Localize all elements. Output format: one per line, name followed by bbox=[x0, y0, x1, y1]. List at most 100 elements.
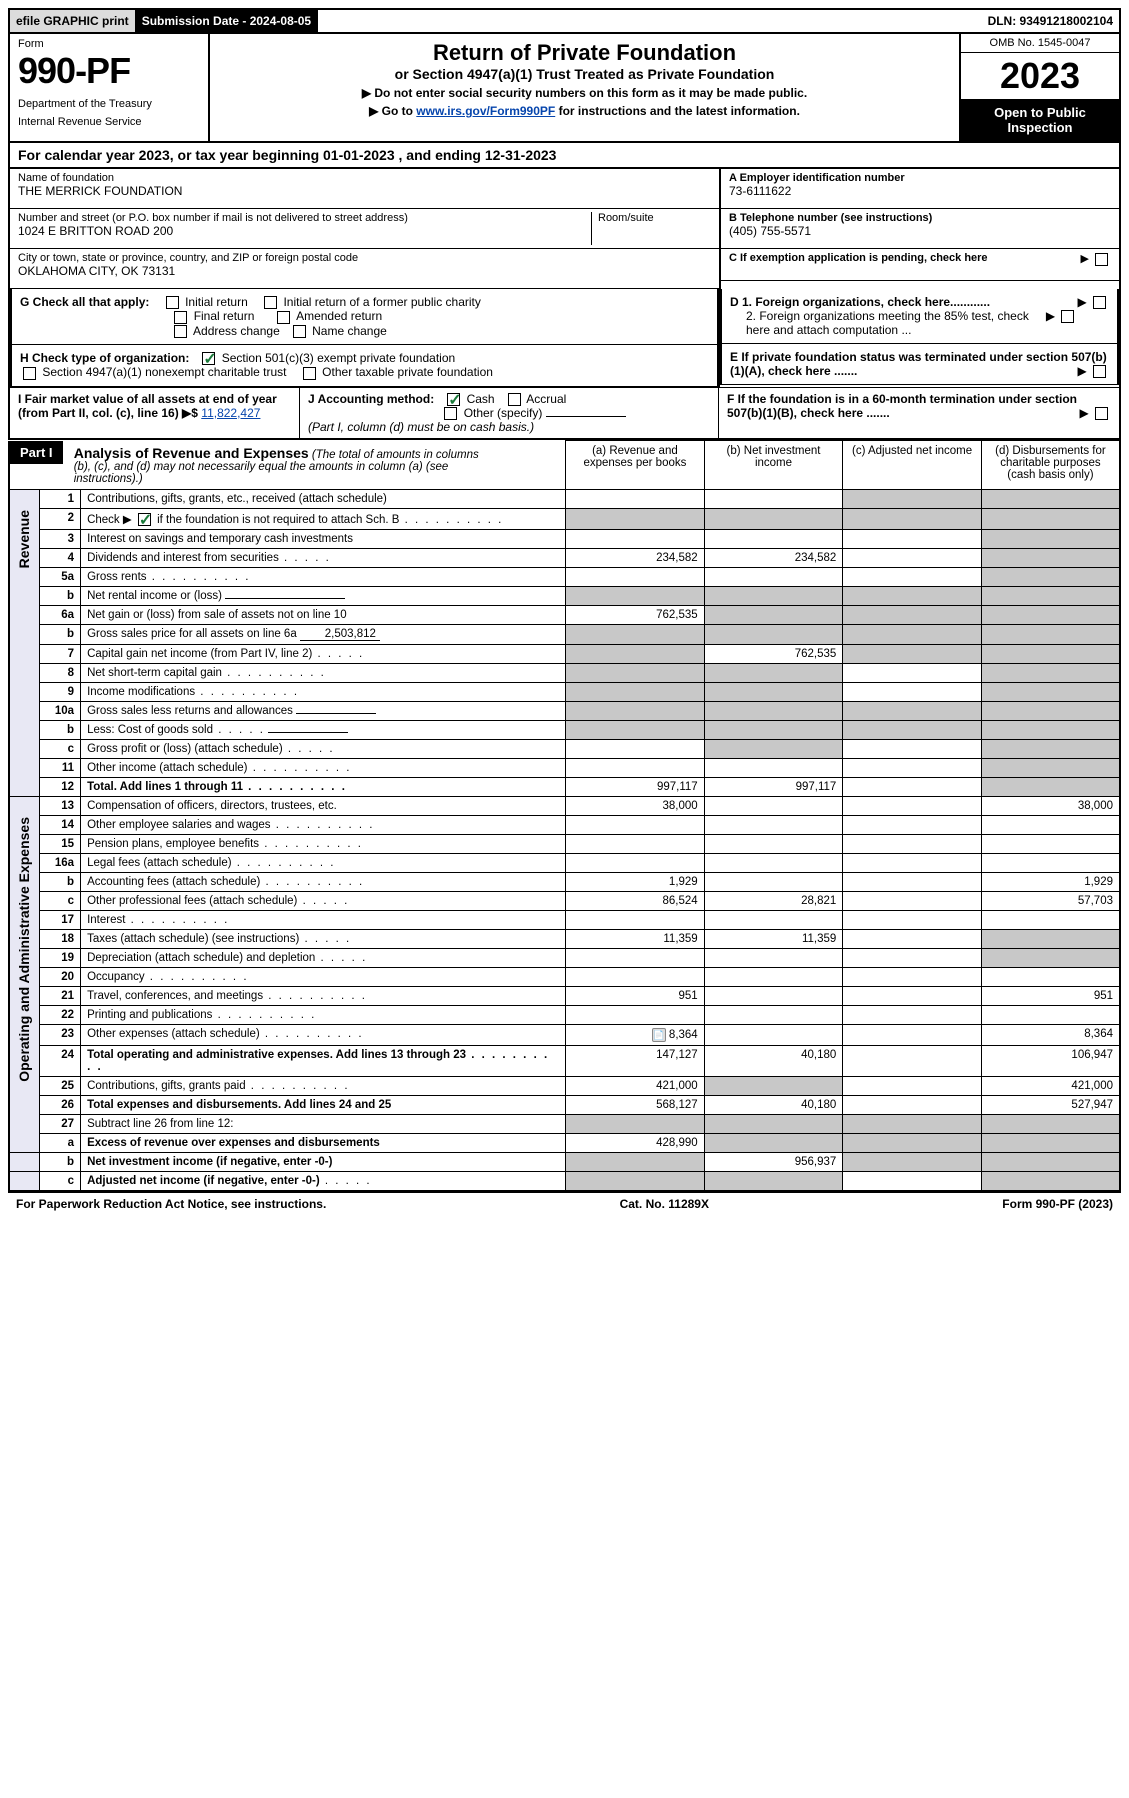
g-opt-2: Final return bbox=[194, 309, 255, 323]
d2-checkbox[interactable] bbox=[1061, 310, 1074, 323]
addr-label: Number and street (or P.O. box number if… bbox=[18, 212, 591, 224]
l23-a: 8,364 bbox=[669, 1029, 698, 1041]
calendar-year-line: For calendar year 2023, or tax year begi… bbox=[8, 143, 1121, 169]
h-opt-2: Section 4947(a)(1) nonexempt charitable … bbox=[42, 365, 286, 379]
table-row: 7Capital gain net income (from Part IV, … bbox=[9, 645, 1120, 664]
l27a-a: 428,990 bbox=[566, 1134, 705, 1153]
l16c-d: 57,703 bbox=[981, 892, 1120, 911]
other-taxable-checkbox[interactable] bbox=[303, 367, 316, 380]
i-section: I Fair market value of all assets at end… bbox=[10, 388, 300, 439]
l21-d: 951 bbox=[981, 987, 1120, 1006]
table-row: 9Income modifications bbox=[9, 683, 1120, 702]
form-title-block: Return of Private Foundation or Section … bbox=[210, 34, 959, 141]
line-1: Contributions, gifts, grants, etc., rece… bbox=[81, 489, 566, 508]
table-row: 19Depreciation (attach schedule) and dep… bbox=[9, 949, 1120, 968]
amended-return-checkbox[interactable] bbox=[277, 311, 290, 324]
form-title: Return of Private Foundation bbox=[216, 40, 953, 66]
ein-cell: A Employer identification number 73-6111… bbox=[721, 169, 1119, 209]
g-opt-1: Initial return of a former public charit… bbox=[283, 295, 480, 309]
line-5b: Net rental income or (loss) bbox=[81, 587, 566, 606]
detail-icon[interactable]: 📄 bbox=[652, 1028, 666, 1042]
table-row: bLess: Cost of goods sold bbox=[9, 721, 1120, 740]
line-5a: Gross rents bbox=[81, 568, 566, 587]
efile-print-button[interactable]: efile GRAPHIC print bbox=[10, 10, 136, 32]
submission-date: Submission Date - 2024-08-05 bbox=[136, 10, 318, 32]
g-label: G Check all that apply: bbox=[20, 295, 149, 309]
line-11: Other income (attach schedule) bbox=[81, 759, 566, 778]
table-row: 10aGross sales less returns and allowanc… bbox=[9, 702, 1120, 721]
c-checkbox[interactable] bbox=[1095, 253, 1108, 266]
4947a1-checkbox[interactable] bbox=[23, 367, 36, 380]
line-27: Subtract line 26 from line 12: bbox=[81, 1115, 566, 1134]
501c3-checkbox[interactable] bbox=[202, 352, 215, 365]
line-8: Net short-term capital gain bbox=[81, 664, 566, 683]
l16c-a: 86,524 bbox=[566, 892, 705, 911]
l21-a: 951 bbox=[566, 987, 705, 1006]
cat-number: Cat. No. 11289X bbox=[620, 1197, 709, 1211]
table-row: 4Dividends and interest from securities2… bbox=[9, 549, 1120, 568]
l24-b: 40,180 bbox=[704, 1046, 843, 1077]
table-row: 5aGross rents bbox=[9, 568, 1120, 587]
form-header: Form 990-PF Department of the Treasury I… bbox=[8, 34, 1121, 143]
cash-checkbox[interactable] bbox=[447, 393, 460, 406]
table-row: cOther professional fees (attach schedul… bbox=[9, 892, 1120, 911]
line-27a: Excess of revenue over expenses and disb… bbox=[81, 1134, 566, 1153]
g-opt-3: Amended return bbox=[296, 309, 382, 323]
table-row: 22Printing and publications bbox=[9, 1006, 1120, 1025]
line-25: Contributions, gifts, grants paid bbox=[81, 1077, 566, 1096]
form-word: Form bbox=[18, 38, 200, 50]
l16b-d: 1,929 bbox=[981, 873, 1120, 892]
e-checkbox[interactable] bbox=[1093, 365, 1106, 378]
e-section: E If private foundation status was termi… bbox=[720, 344, 1119, 385]
other-specify-field[interactable] bbox=[546, 416, 626, 417]
col-a-header: (a) Revenue and expenses per books bbox=[566, 441, 705, 490]
table-row: Revenue 1Contributions, gifts, grants, e… bbox=[9, 489, 1120, 508]
city-label: City or town, state or province, country… bbox=[18, 252, 711, 264]
table-row: 2Check ▶ if the foundation is not requir… bbox=[9, 508, 1120, 529]
l26-b: 40,180 bbox=[704, 1096, 843, 1115]
ein-value: 73-6111622 bbox=[729, 184, 1111, 198]
line-19: Depreciation (attach schedule) and deple… bbox=[81, 949, 566, 968]
h-section: H Check type of organization: Section 50… bbox=[10, 345, 719, 387]
f-section: F If the foundation is in a 60-month ter… bbox=[719, 388, 1119, 439]
table-row: 27Subtract line 26 from line 12: bbox=[9, 1115, 1120, 1134]
entity-info: Name of foundation THE MERRICK FOUNDATIO… bbox=[8, 169, 1121, 289]
table-row: 25Contributions, gifts, grants paid421,0… bbox=[9, 1077, 1120, 1096]
form990pf-link[interactable]: www.irs.gov/Form990PF bbox=[416, 104, 555, 118]
table-row: 23Other expenses (attach schedule)📄 8,36… bbox=[9, 1025, 1120, 1046]
table-row: 14Other employee salaries and wages bbox=[9, 816, 1120, 835]
table-row: aExcess of revenue over expenses and dis… bbox=[9, 1134, 1120, 1153]
table-row: 3Interest on savings and temporary cash … bbox=[9, 530, 1120, 549]
line-7: Capital gain net income (from Part IV, l… bbox=[81, 645, 566, 664]
l25-a: 421,000 bbox=[566, 1077, 705, 1096]
f-checkbox[interactable] bbox=[1095, 407, 1108, 420]
form-page: efile GRAPHIC print Submission Date - 20… bbox=[0, 0, 1129, 1223]
line-6b: Gross sales price for all assets on line… bbox=[81, 625, 566, 645]
l18-b: 11,359 bbox=[704, 930, 843, 949]
l13-d: 38,000 bbox=[981, 797, 1120, 816]
fmv-value[interactable]: 11,822,427 bbox=[201, 406, 260, 420]
instr-post: for instructions and the latest informat… bbox=[555, 104, 800, 118]
final-return-checkbox[interactable] bbox=[174, 311, 187, 324]
name-change-checkbox[interactable] bbox=[293, 325, 306, 338]
address-change-checkbox[interactable] bbox=[174, 325, 187, 338]
table-row: cGross profit or (loss) (attach schedule… bbox=[9, 740, 1120, 759]
part1-title: Analysis of Revenue and Expenses bbox=[74, 445, 309, 461]
other-method-checkbox[interactable] bbox=[444, 407, 457, 420]
l24-d: 106,947 bbox=[981, 1046, 1120, 1077]
line-2: Check ▶ if the foundation is not require… bbox=[81, 508, 566, 529]
table-row: cAdjusted net income (if negative, enter… bbox=[9, 1172, 1120, 1192]
col-b-header: (b) Net investment income bbox=[704, 441, 843, 490]
line-26: Total expenses and disbursements. Add li… bbox=[81, 1096, 566, 1115]
table-row: 18Taxes (attach schedule) (see instructi… bbox=[9, 930, 1120, 949]
check-boxes-section: G Check all that apply: Initial return I… bbox=[8, 289, 1121, 387]
j-other: Other (specify) bbox=[464, 406, 543, 420]
d1-checkbox[interactable] bbox=[1093, 296, 1106, 309]
accrual-checkbox[interactable] bbox=[508, 393, 521, 406]
initial-return-checkbox[interactable] bbox=[166, 296, 179, 309]
initial-former-checkbox[interactable] bbox=[264, 296, 277, 309]
schb-checkbox[interactable] bbox=[138, 513, 151, 526]
line-10b: Less: Cost of goods sold bbox=[81, 721, 566, 740]
opex-side-label: Operating and Administrative Expenses bbox=[9, 797, 39, 1153]
table-row: bNet investment income (if negative, ent… bbox=[9, 1153, 1120, 1172]
